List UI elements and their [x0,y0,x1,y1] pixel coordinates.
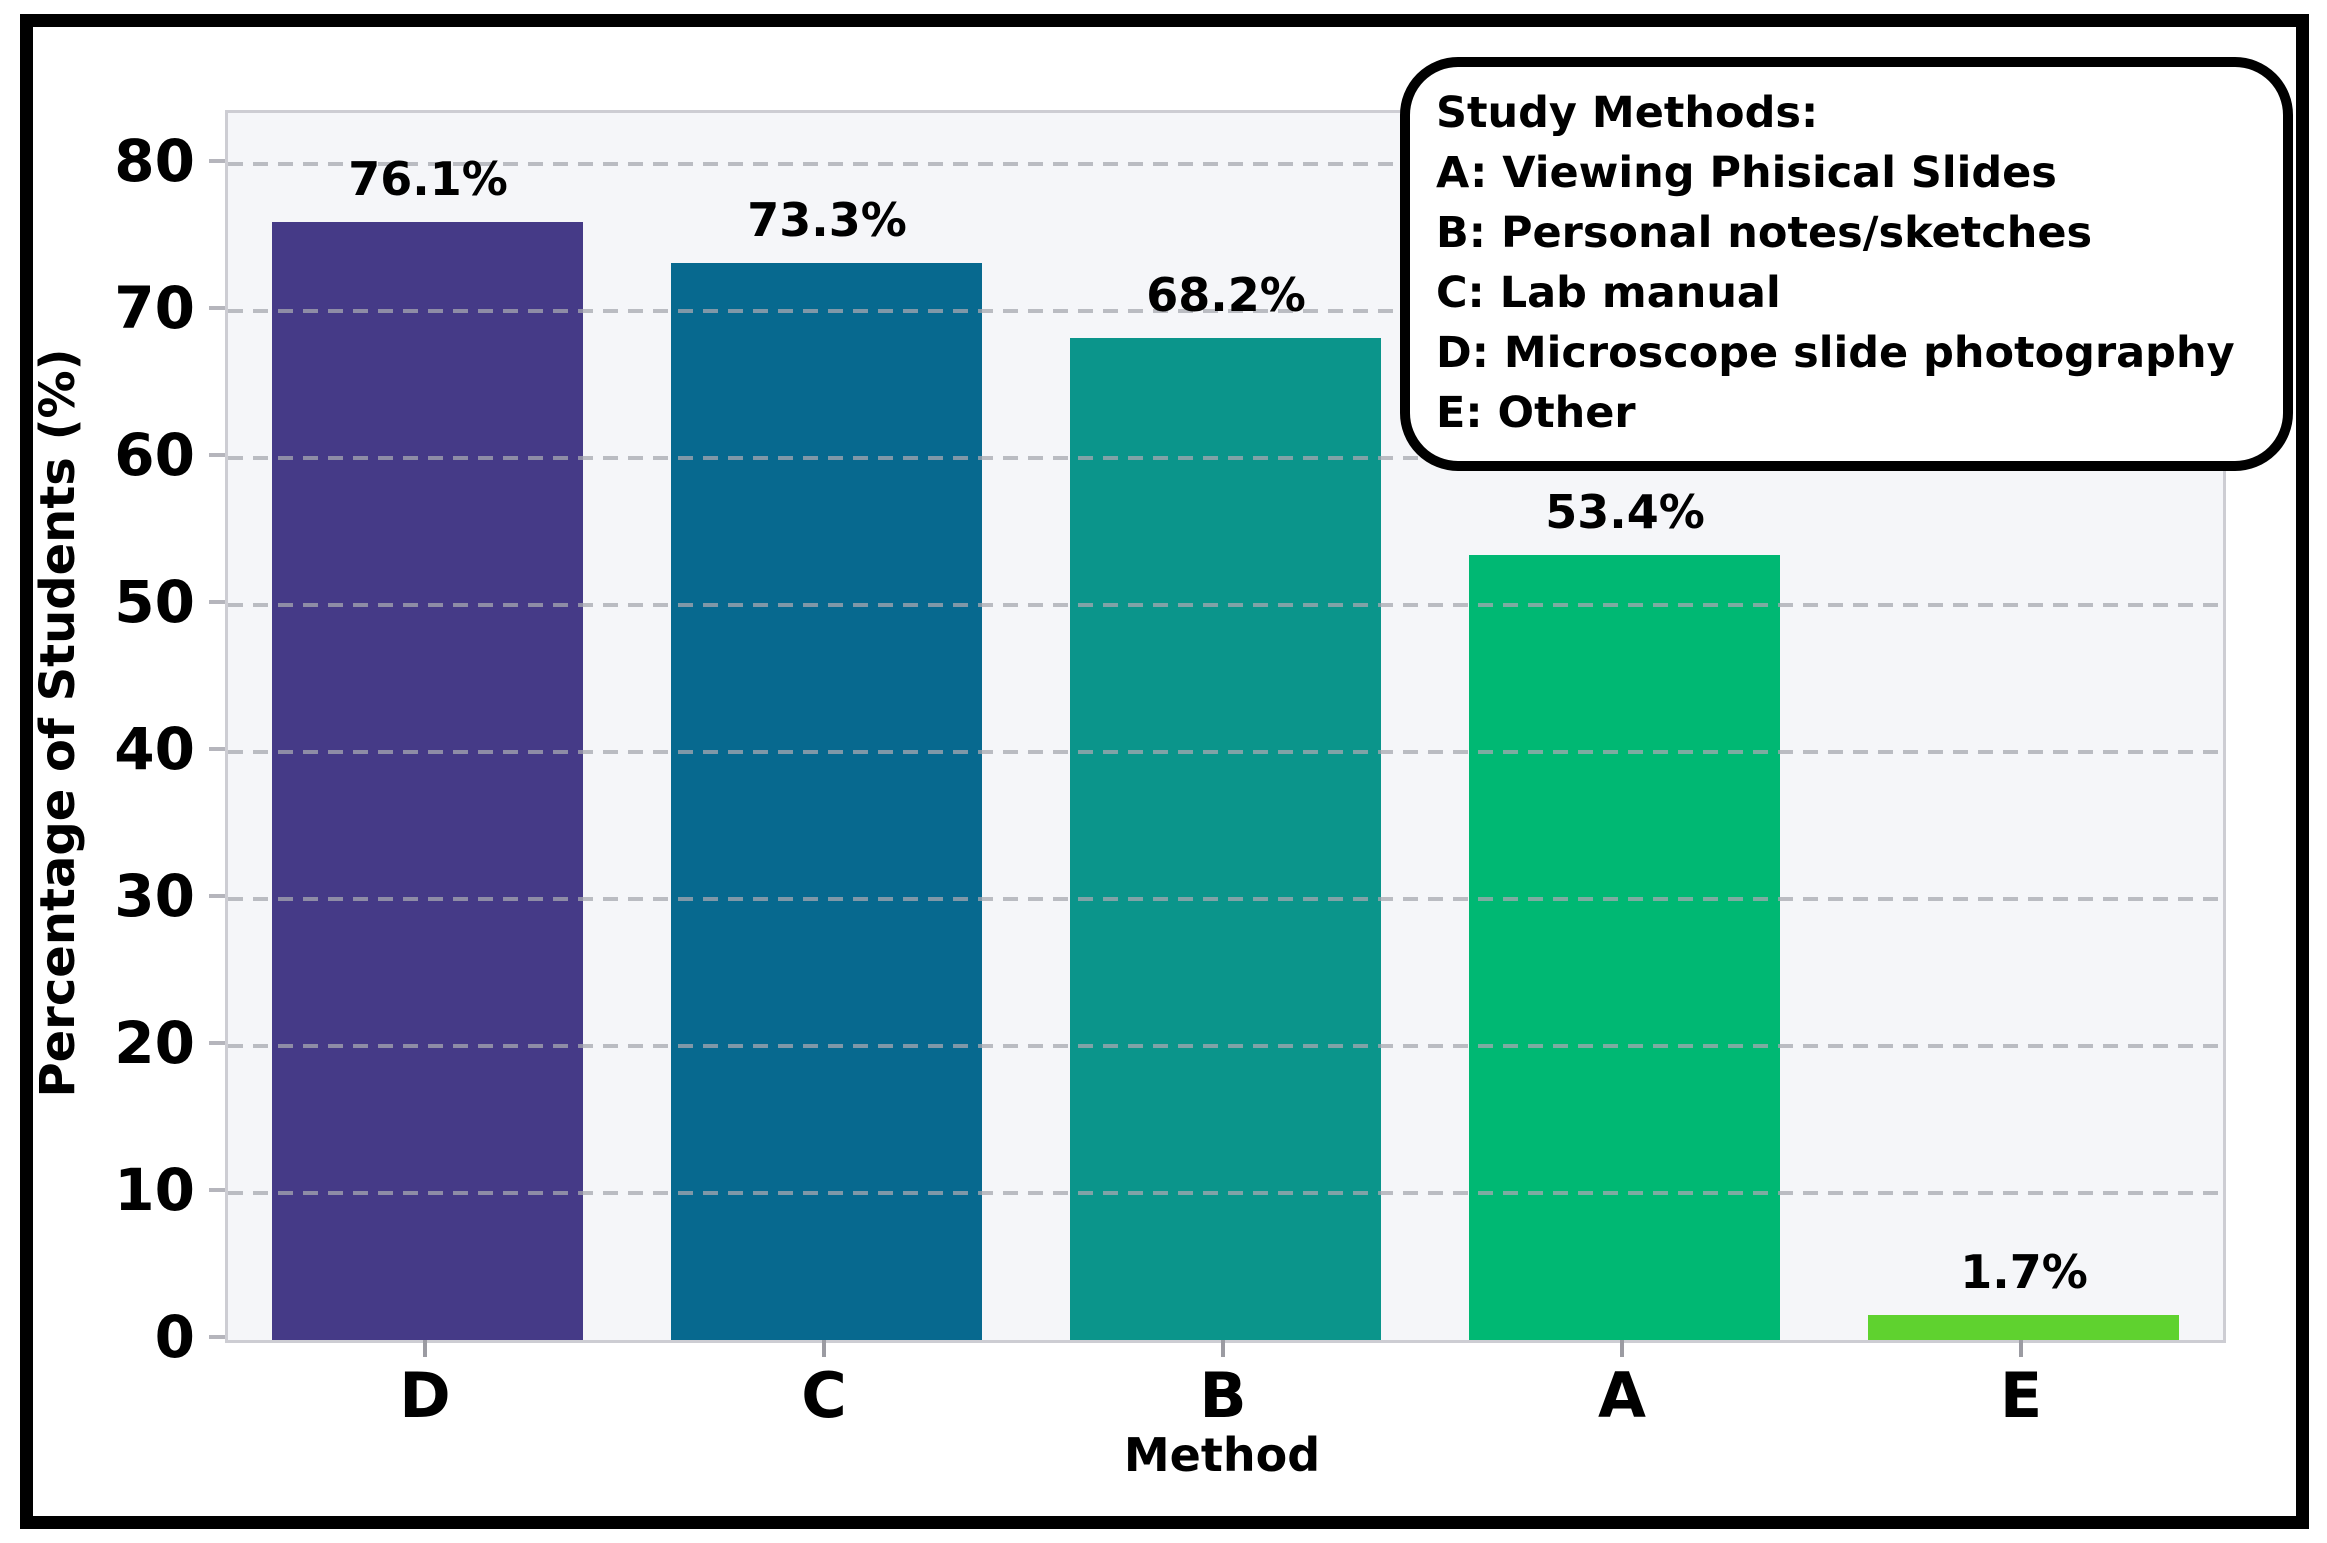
gridline-70 [228,309,2223,314]
y-tick-label-0: 0 [154,1303,195,1371]
gridline-40 [228,750,2223,755]
x-tick-label-D: D [399,1359,451,1432]
y-tick-label-60: 60 [114,421,195,489]
y-axis-title: Percentage of Students (%) [30,348,86,1098]
y-tick-mark-70 [209,306,225,310]
y-tick-mark-10 [209,1188,225,1192]
value-label-A: 53.4% [1545,485,1705,539]
y-tick-mark-60 [209,453,225,457]
y-tick-mark-0 [209,1335,225,1339]
legend-list: A: Viewing Phisical Slides B: Personal no… [1436,143,2259,443]
legend-item-D: D: Microscope slide photography [1436,328,2235,378]
legend-title: Study Methods: [1436,88,1819,138]
value-label-E: 1.7% [1960,1245,2088,1299]
x-tick-mark-E [2019,1340,2023,1357]
gridline-10 [228,1191,2223,1196]
y-tick-mark-30 [209,894,225,898]
y-tick-mark-50 [209,600,225,604]
legend-box: Study Methods: A: Viewing Phisical Slide… [1400,57,2293,471]
value-label-D: 76.1% [348,152,508,206]
gridline-60 [228,456,2223,461]
bar-A [1469,555,1780,1340]
x-tick-mark-A [1620,1340,1624,1357]
bar-B [1070,338,1381,1340]
y-tick-mark-20 [209,1041,225,1045]
y-tick-label-10: 10 [114,1156,195,1224]
y-tick-mark-40 [209,747,225,751]
y-tick-label-80: 80 [114,127,195,195]
x-tick-mark-D [423,1340,427,1357]
legend-item-B: B: Personal notes/sketches [1436,208,2093,258]
gridline-30 [228,897,2223,902]
x-tick-label-E: E [1999,1359,2043,1432]
bar-D [272,222,583,1340]
x-tick-mark-C [822,1340,826,1357]
y-tick-label-40: 40 [114,715,195,783]
x-tick-label-C: C [801,1359,847,1432]
legend-item-C: C: Lab manual [1436,268,1781,318]
legend-item-E: E: Other [1436,388,1636,438]
y-tick-label-70: 70 [114,274,195,342]
gridline-50 [228,603,2223,608]
bar-E [1868,1315,2179,1340]
x-tick-label-B: B [1199,1359,1247,1432]
gridline-80 [228,162,2223,167]
value-label-B: 68.2% [1146,268,1306,322]
y-tick-mark-80 [209,159,225,163]
bar-C [671,263,982,1340]
x-tick-label-A: A [1598,1359,1646,1432]
gridline-20 [228,1044,2223,1049]
y-tick-label-30: 30 [114,862,195,930]
y-tick-label-20: 20 [114,1009,195,1077]
y-tick-label-50: 50 [114,568,195,636]
x-axis-title: Method [1123,1428,1321,1482]
x-tick-mark-B [1221,1340,1225,1357]
value-label-C: 73.3% [747,193,907,247]
legend-item-A: A: Viewing Phisical Slides [1436,148,2057,198]
